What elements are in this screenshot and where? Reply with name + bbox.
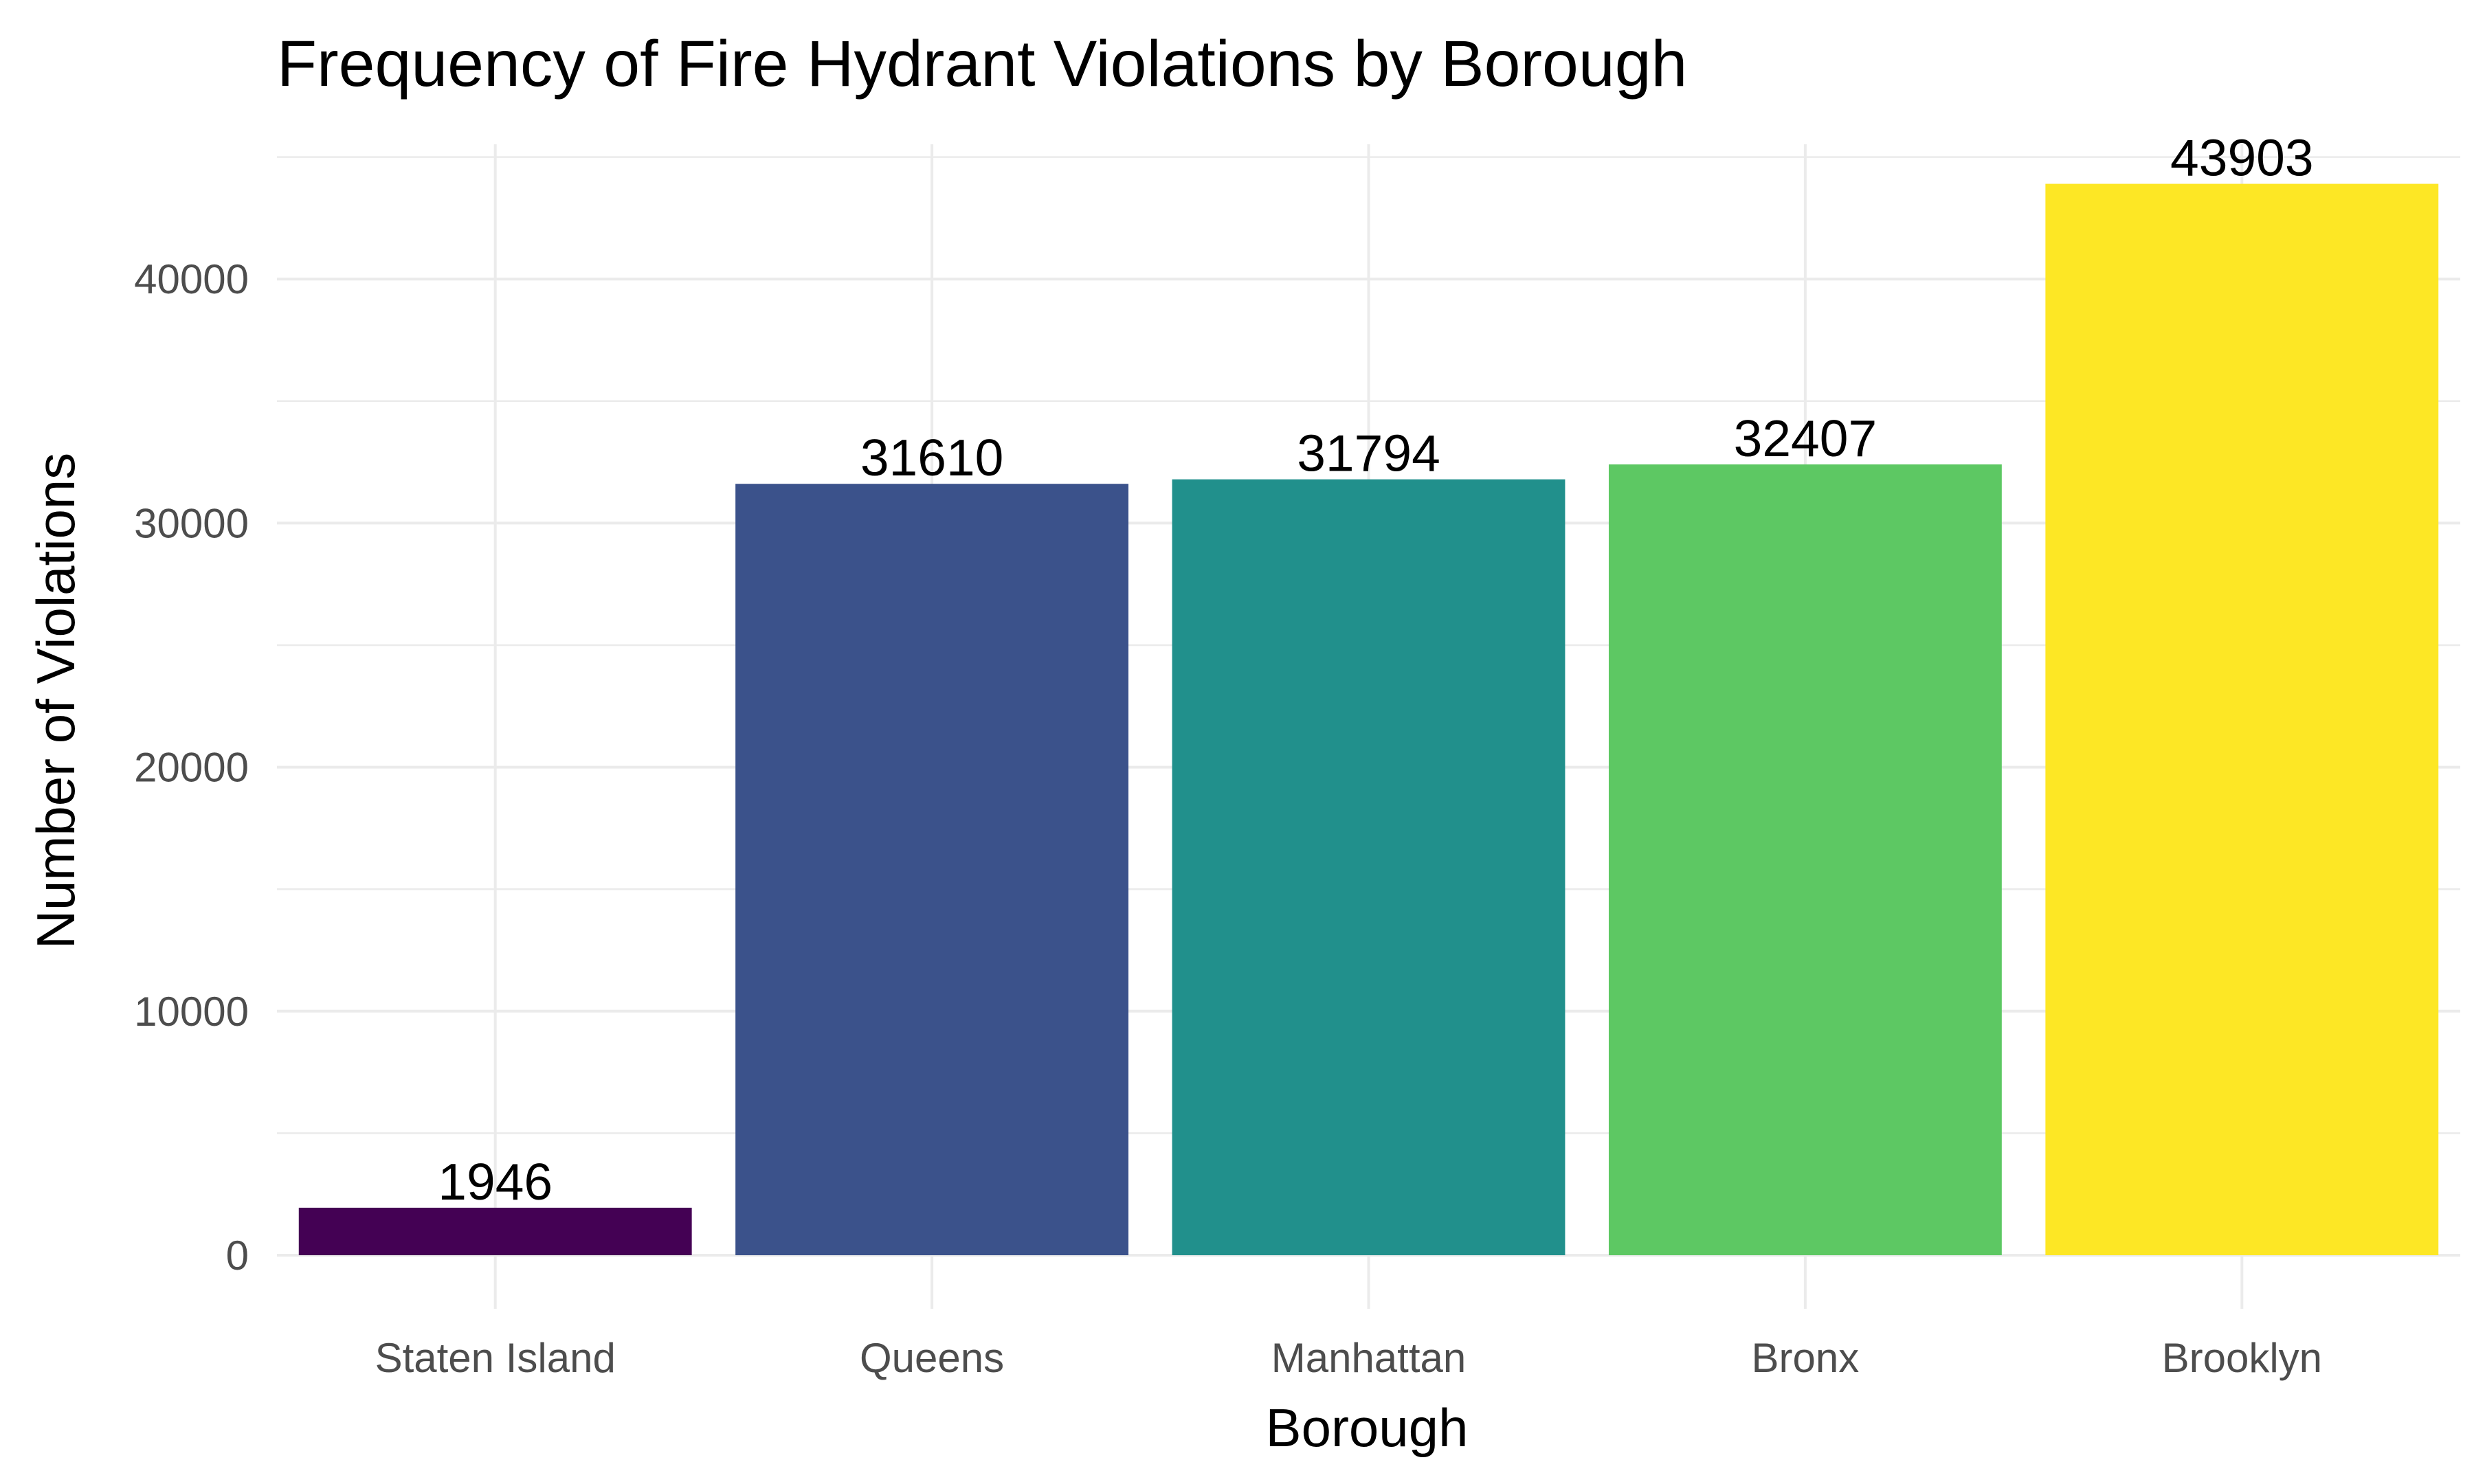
x-axis-ticks: Staten Island Queens Manhattan Bronx Brookly… [375, 1335, 2322, 1381]
y-tick-label: 20000 [134, 745, 249, 791]
y-axis-ticks: 0 10000 20000 30000 40000 [134, 256, 249, 1279]
bar-manhattan [1172, 479, 1565, 1255]
bar-queens [735, 484, 1129, 1255]
bar-staten-island [298, 1207, 692, 1255]
x-tick-label: Queens [860, 1335, 1004, 1381]
x-tick-label: Manhattan [1271, 1335, 1467, 1381]
x-tick-label: Brooklyn [2162, 1335, 2322, 1381]
data-label: 32407 [1734, 409, 1877, 467]
y-tick-label: 40000 [134, 256, 249, 302]
bar-brooklyn [2045, 183, 2439, 1255]
data-label: 1946 [438, 1153, 553, 1211]
y-tick-label: 10000 [134, 989, 249, 1035]
chart-title: Frequency of Fire Hydrant Violations by … [277, 27, 1687, 100]
x-tick-label: Staten Island [375, 1335, 616, 1381]
y-axis-title: Number of Violations [25, 453, 86, 949]
data-labels-layer: 1946 31610 31794 32407 43903 [438, 129, 2313, 1211]
x-axis-title: Borough [1266, 1397, 1469, 1458]
y-tick-label: 30000 [134, 500, 249, 546]
data-label: 43903 [2170, 129, 2314, 187]
data-label: 31610 [860, 429, 1004, 486]
bar-bronx [1608, 464, 2002, 1256]
bars-layer [298, 183, 2439, 1256]
data-label: 31794 [1297, 425, 1440, 482]
x-tick-label: Bronx [1752, 1335, 1860, 1381]
y-tick-label: 0 [226, 1233, 249, 1279]
